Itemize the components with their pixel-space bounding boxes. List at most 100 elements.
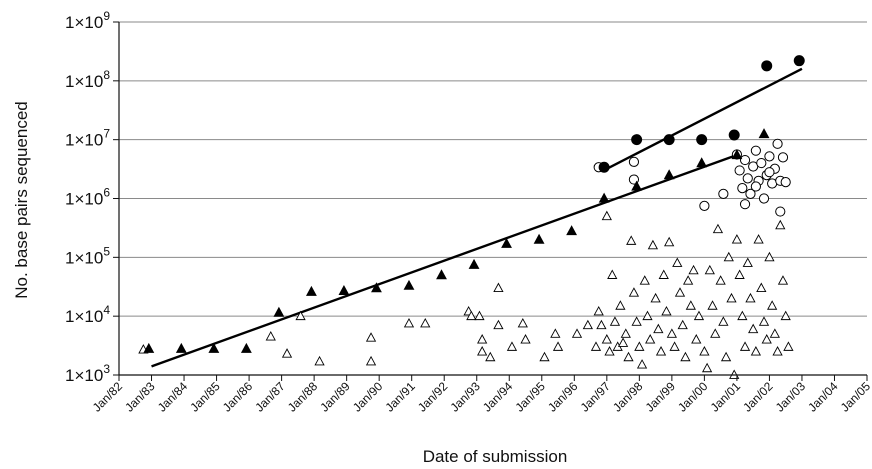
data-point <box>477 346 488 356</box>
y-tick-label: 1×104 <box>65 303 110 326</box>
y-tick-label: 1×107 <box>65 127 110 150</box>
data-point <box>598 192 610 203</box>
data-point <box>295 310 306 321</box>
data-point <box>371 282 382 293</box>
data-point <box>777 152 789 163</box>
data-point <box>642 310 653 321</box>
data-point <box>617 337 629 347</box>
data-point <box>240 342 252 353</box>
data-point <box>775 206 786 217</box>
data-point <box>623 351 634 362</box>
data-point <box>666 328 677 338</box>
data-point <box>664 236 675 247</box>
data-point <box>517 317 528 328</box>
data-point <box>739 199 751 210</box>
data-point <box>742 257 753 267</box>
data-point <box>615 300 626 310</box>
data-point <box>552 341 564 351</box>
y-tick-labels: 1×103 1×104 1×105 1×106 1×107 1×108 1×109 <box>65 9 110 385</box>
data-point <box>775 219 786 230</box>
data-point <box>691 334 702 344</box>
data-point <box>685 300 696 310</box>
data-point <box>750 181 761 192</box>
data-point <box>758 128 770 139</box>
data-point <box>365 355 377 366</box>
data-point <box>758 316 770 326</box>
x-tick-label: Jan/87 <box>252 379 288 415</box>
data-point <box>631 180 643 191</box>
data-point <box>672 257 683 267</box>
data-point <box>420 317 431 328</box>
data-point <box>550 328 561 338</box>
x-tick-label: Jan/99 <box>643 379 679 415</box>
data-point <box>626 235 637 245</box>
data-point <box>631 316 642 326</box>
data-point <box>680 351 691 362</box>
data-point <box>604 346 615 356</box>
data-point <box>701 362 713 373</box>
data-point <box>601 334 612 344</box>
data-point <box>793 55 805 67</box>
data-point <box>661 305 672 316</box>
data-point <box>699 200 710 211</box>
data-point <box>767 300 778 310</box>
data-point <box>653 323 664 334</box>
data-point <box>590 341 602 351</box>
data-point <box>658 269 669 279</box>
data-point <box>628 156 640 167</box>
data-point <box>477 334 488 344</box>
data-point <box>338 284 350 295</box>
data-point <box>683 275 694 285</box>
data-point <box>739 154 751 166</box>
data-point <box>723 251 734 262</box>
data-point <box>734 269 745 279</box>
x-tick-label: Jan/92 <box>415 379 451 415</box>
data-point <box>731 234 743 244</box>
y-tick-label: 1×108 <box>65 68 110 91</box>
data-point <box>650 292 661 303</box>
data-point <box>571 328 583 338</box>
data-point <box>466 310 477 321</box>
data-point <box>772 346 783 356</box>
data-point <box>645 334 656 344</box>
data-point <box>761 60 773 72</box>
data-point <box>739 341 751 351</box>
data-point <box>710 328 721 338</box>
data-point <box>669 341 680 351</box>
data-point <box>601 210 612 221</box>
y-tick-label: 1×105 <box>65 244 110 267</box>
x-tick-label: Jan/03 <box>773 379 809 415</box>
y-axis-title: No. base pairs sequenced <box>12 101 31 299</box>
data-point <box>493 319 504 330</box>
data-point <box>609 316 621 326</box>
data-point <box>493 282 504 292</box>
data-point <box>777 275 789 285</box>
data-point <box>748 323 759 334</box>
data-point <box>728 129 740 141</box>
trend-line <box>151 153 738 368</box>
data-point <box>750 346 762 356</box>
data-point <box>468 258 480 269</box>
data-point <box>566 225 578 236</box>
data-point <box>636 359 648 369</box>
x-tick-label: Jan/85 <box>187 379 223 415</box>
data-point <box>715 275 726 285</box>
axes <box>113 21 868 381</box>
x-tick-label: Jan/05 <box>838 379 872 415</box>
data-point <box>639 275 650 285</box>
data-point <box>314 355 325 366</box>
x-tick-label: Jan/94 <box>480 379 516 415</box>
data-point <box>745 188 756 199</box>
data-point <box>720 351 732 362</box>
data-point <box>273 306 285 317</box>
data-point <box>737 183 748 194</box>
data-point <box>403 317 415 328</box>
data-point <box>693 310 705 321</box>
data-point <box>593 305 604 316</box>
data-point <box>699 346 710 356</box>
data-point <box>281 348 293 358</box>
data-point <box>436 269 447 280</box>
trend-line <box>606 67 803 170</box>
data-point <box>718 316 729 326</box>
